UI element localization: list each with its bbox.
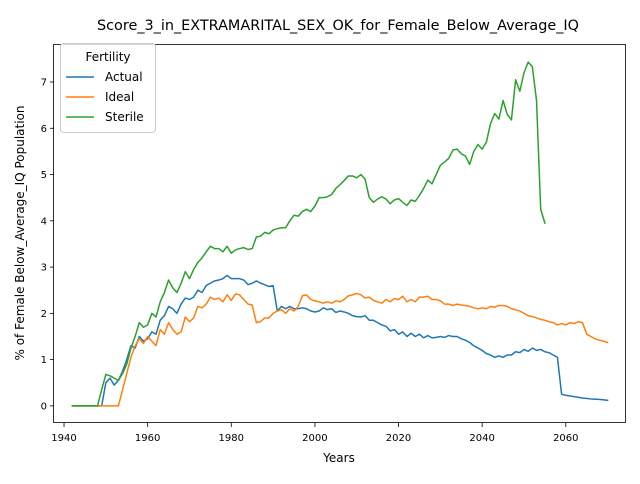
x-tick-label: 2040 [469, 433, 494, 444]
x-tick-label: 1940 [51, 433, 76, 444]
plot-frame [53, 44, 626, 423]
y-axis-label: % of Female Below_Average_IQ Population [13, 105, 27, 360]
series-line-sterile [71, 61, 546, 407]
y-tick-label: 6 [41, 124, 47, 135]
legend-title: Fertility [85, 50, 130, 64]
y-tick-label: 5 [41, 170, 47, 181]
x-tick-label: 1960 [135, 433, 160, 444]
y-axis: 0 1 2 3 4 5 6 7 [41, 78, 54, 412]
plot-content [71, 61, 609, 407]
chart-title: Score_3_in_EXTRAMARITAL_SEX_OK_for_Femal… [97, 18, 579, 34]
y-tick-label: 2 [41, 309, 47, 320]
y-tick-label: 4 [41, 216, 47, 227]
y-tick-label: 7 [41, 78, 47, 89]
legend-label-sterile: Sterile [105, 110, 144, 124]
x-tick-label: 1980 [219, 433, 244, 444]
legend-entries: Actual Ideal Sterile [66, 70, 144, 124]
y-tick-label: 1 [41, 355, 47, 366]
legend-label-ideal: Ideal [105, 90, 134, 104]
x-axis: 1940 1960 1980 2000 2020 2040 2060 [51, 423, 579, 444]
legend-box [60, 43, 156, 133]
legend: Fertility Actual Ideal Sterile [60, 43, 156, 133]
series-line-ideal [71, 292, 609, 407]
y-tick-label: 0 [41, 401, 47, 412]
y-tick-label: 3 [41, 263, 47, 274]
series-line-actual [71, 274, 609, 407]
x-axis-label: Years [322, 451, 355, 465]
legend-label-actual: Actual [105, 70, 143, 84]
x-tick-label: 2020 [386, 433, 411, 444]
x-tick-label: 2000 [302, 433, 327, 444]
x-tick-label: 2060 [553, 433, 578, 444]
